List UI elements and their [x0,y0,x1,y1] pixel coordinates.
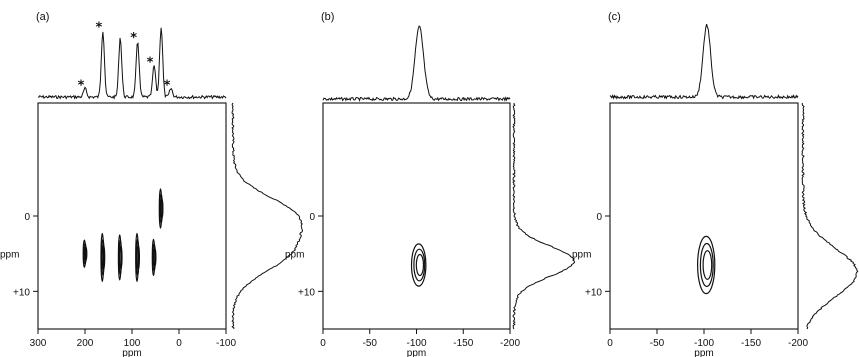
x-tick-label: -200 [500,338,520,349]
x-tick-label: -150 [453,338,473,349]
contour-ring [413,248,426,282]
x-tick-label: -50 [363,338,378,349]
y-tick-label: +10 [13,287,30,298]
y-tick-label: 0 [309,212,315,223]
x-tick-label: -100 [694,338,714,349]
x-axis-label: ppm [694,348,713,357]
x-tick-label: 100 [124,338,141,349]
x-axis-label: ppm [407,348,426,357]
x-tick-label: 0 [607,338,613,349]
x-tick-label: -50 [650,338,665,349]
plot-frame [609,102,799,330]
sideband-marker: * [164,79,171,94]
contour-ring [697,235,716,295]
panel-label: (c) [608,11,621,23]
top-projection-trace [37,27,227,100]
contour-ring [101,244,106,271]
x-tick-label: -150 [741,338,761,349]
plot-frame [37,102,227,330]
sideband-marker: * [130,31,137,46]
y-tick-label: 0 [24,212,30,223]
contour-ring [119,245,123,270]
y-axis-label: ppm [572,250,591,261]
y-tick-label: 0 [596,212,602,223]
x-tick-label: -100 [406,338,426,349]
top-projection-trace [609,23,799,100]
y-tick-label: +10 [298,287,315,298]
panel-label: (a) [36,11,49,23]
sideband-marker: * [147,56,154,71]
y-tick-label: +10 [585,287,602,298]
x-tick-label: 0 [176,338,182,349]
side-projection-trace [231,102,304,330]
contour-ring [136,244,141,271]
contour-ring [415,253,425,277]
plot-frame [322,102,511,330]
x-tick-label: 300 [30,338,47,349]
sideband-marker: * [78,79,85,94]
contour-ring [159,198,164,219]
contour-ring [152,247,157,267]
contour-ring [699,242,714,288]
contour-ring [410,243,427,287]
x-tick-label: 0 [320,338,326,349]
y-axis-label: ppm [285,250,304,261]
y-axis-label: ppm [0,250,19,261]
side-projection-trace [512,102,576,330]
x-tick-label: -100 [216,338,236,349]
contour-ring [83,246,88,262]
x-tick-label: 200 [77,338,94,349]
x-tick-label: -200 [788,338,808,349]
side-projection-trace [801,102,859,330]
top-projection-trace [322,25,511,103]
sideband-marker: * [95,21,102,36]
x-axis-label: ppm [122,348,141,357]
panel-label: (b) [321,11,334,23]
contour-ring [702,250,713,280]
